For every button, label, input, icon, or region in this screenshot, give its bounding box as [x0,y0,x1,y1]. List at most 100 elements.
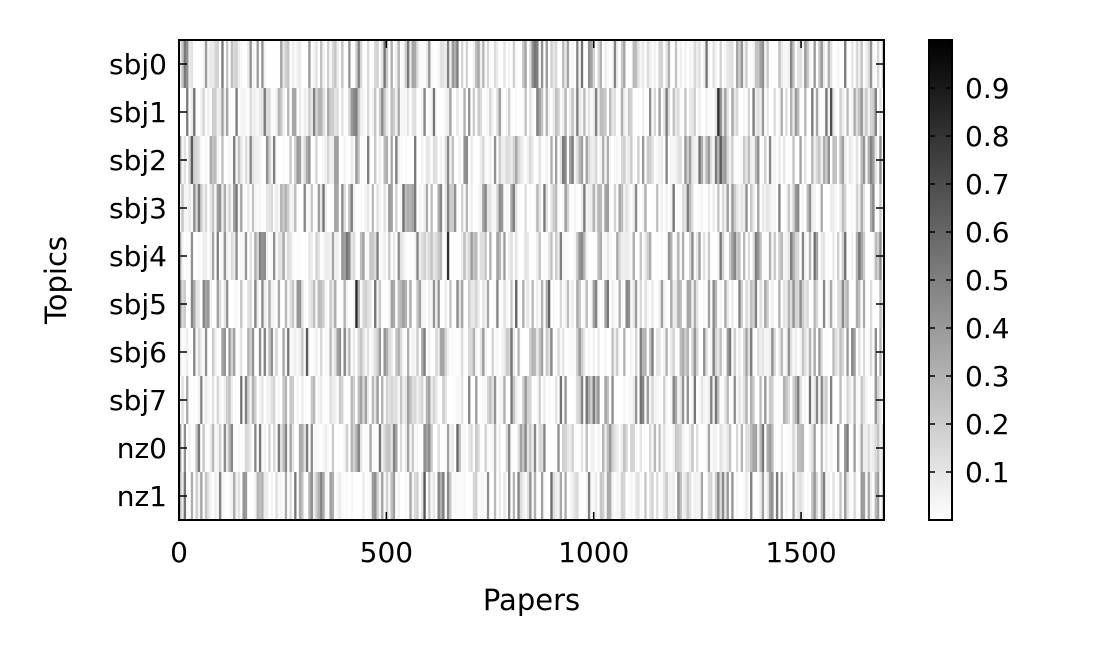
heatmap-cell [475,328,478,377]
heatmap-cell [782,472,786,521]
heatmap-cell [733,376,737,425]
heatmap-cell [780,232,784,281]
heatmap-cell [658,40,662,89]
heatmap-cell [423,328,427,377]
heatmap-cell [552,184,556,233]
heatmap-cell [388,328,391,377]
heatmap-cell [679,376,683,425]
heatmap-cell [851,88,854,137]
heatmap-cell [771,136,774,185]
heatmap-cell [550,328,554,377]
heatmap-cell [710,40,713,89]
heatmap-cell [688,376,692,425]
heatmap-cell [693,424,697,473]
heatmap-cell [728,184,732,233]
heatmap-cell [336,424,340,473]
heatmap-cell [416,376,420,425]
heatmap-cell [496,280,499,329]
heatmap-cell [489,136,492,185]
heatmap-cell [679,40,683,89]
heatmap-cell [681,88,685,137]
heatmap-cell [804,184,807,233]
heatmap-cell [681,40,685,89]
heatmap-cell [432,184,436,233]
heatmap-cell [851,280,854,329]
heatmap-cell [291,328,295,377]
heatmap-cell [555,40,558,89]
heatmap-cell [221,136,225,185]
heatmap-cell [273,232,276,281]
heatmap-cell [663,136,666,185]
heatmap-cell [848,136,852,185]
heatmap-cell [374,376,377,425]
heatmap-cell [724,280,727,329]
heatmap-cell [508,424,511,473]
heatmap-cell [625,472,629,521]
heatmap-cell [399,184,403,233]
heatmap-cell [355,40,358,89]
heatmap-cell [265,280,269,329]
heatmap-cell [848,184,852,233]
heatmap-cell [465,184,469,233]
heatmap-cell [550,376,554,425]
heatmap-cell [406,472,410,521]
heatmap-cell [364,88,368,137]
heatmap-cell [442,232,445,281]
heatmap-cell [691,136,695,185]
heatmap-cell [841,376,845,425]
heatmap-cell [233,40,236,89]
heatmap-cell [437,472,441,521]
heatmap-cell [312,136,316,185]
heatmap-cell [258,424,262,473]
heatmap-cell [686,136,690,185]
heatmap-cell [369,232,373,281]
heatmap-cell [522,40,525,89]
heatmap-cell [336,232,340,281]
heatmap-cell [334,184,337,233]
heatmap-cell [855,280,859,329]
heatmap-cell [735,232,739,281]
heatmap-cell [211,184,215,233]
heatmap-cell [710,280,713,329]
heatmap-cell [583,280,586,329]
heatmap-cell [618,136,622,185]
heatmap-cell [773,424,777,473]
heatmap-cell [322,328,326,377]
heatmap-cell [862,232,866,281]
heatmap-cell [696,424,699,473]
heatmap-cell [477,88,481,137]
heatmap-cell [747,328,751,377]
heatmap-cell [747,184,751,233]
heatmap-cell [533,232,537,281]
heatmap-cell [343,376,347,425]
heatmap-cell [482,328,485,377]
heatmap-cell [280,40,283,89]
heatmap-cell [717,136,720,185]
heatmap-cell [705,40,709,89]
heatmap-cell [261,472,264,521]
heatmap-cell [496,184,499,233]
heatmap-cell [623,424,626,473]
heatmap-cell [566,136,570,185]
heatmap-cell [320,184,323,233]
heatmap-cell [230,472,234,521]
heatmap-cell [851,232,854,281]
heatmap-cell [867,136,871,185]
heatmap-cell [663,232,666,281]
heatmap-cell [721,328,725,377]
heatmap-cell [637,328,640,377]
heatmap-cell [827,280,831,329]
heatmap-cell [853,88,857,137]
heatmap-cell [717,424,720,473]
heatmap-cell [768,424,772,473]
heatmap-cell [811,40,814,89]
heatmap-cell [717,328,720,377]
heatmap-cell [677,328,680,377]
heatmap-cell [423,40,427,89]
colorbar-tick-label: 0.6 [965,216,1010,249]
heatmap-cell [428,280,431,329]
heatmap-cell [705,232,709,281]
heatmap-cell [228,472,232,521]
heatmap-cell [822,88,826,137]
heatmap-cell [837,184,840,233]
